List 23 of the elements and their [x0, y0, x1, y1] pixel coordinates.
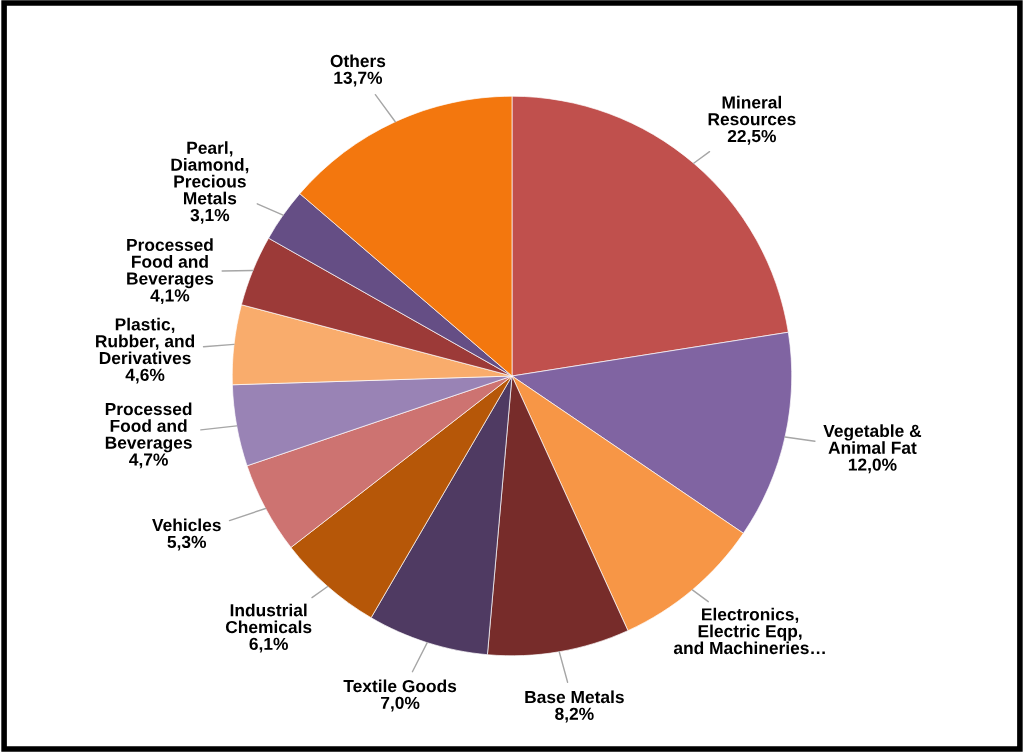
slice-label: Pearl, Diamond, Precious Metals: [171, 141, 249, 205]
slice-label: Industrial Chemicals: [225, 603, 312, 634]
slice-label: Others: [330, 54, 386, 68]
slice-label: Base Metals: [525, 690, 624, 704]
slice-label: Textile Goods: [343, 679, 457, 693]
data-label: 22,5%: [727, 129, 777, 145]
slice-label: Vehicles: [152, 518, 221, 532]
data-label: 13,7%: [334, 71, 383, 87]
data-label: 8,2%: [555, 707, 594, 723]
slice-label: Mineral Resources: [708, 95, 796, 126]
data-label: 5,3%: [167, 535, 207, 551]
data-label: 7,0%: [381, 696, 420, 712]
data-label: 3,1%: [190, 208, 230, 224]
slice-label: Plastic, Rubber, and Derivatives: [96, 317, 195, 365]
slice-label: Electronics, Electric Eqp, and Machineries…: [673, 607, 825, 655]
slice-label: Processed Food and Beverages: [127, 238, 214, 289]
slice-label: Vegetable & Animal Fat: [823, 424, 922, 454]
data-label: 6,1%: [249, 637, 288, 653]
data-label: 4,1%: [150, 289, 190, 305]
data-label: 4,7%: [129, 453, 168, 469]
data-label: 4,6%: [125, 368, 165, 384]
slice-label: Processed Food and Beverages: [105, 402, 192, 453]
data-label: 12,0%: [848, 458, 897, 474]
